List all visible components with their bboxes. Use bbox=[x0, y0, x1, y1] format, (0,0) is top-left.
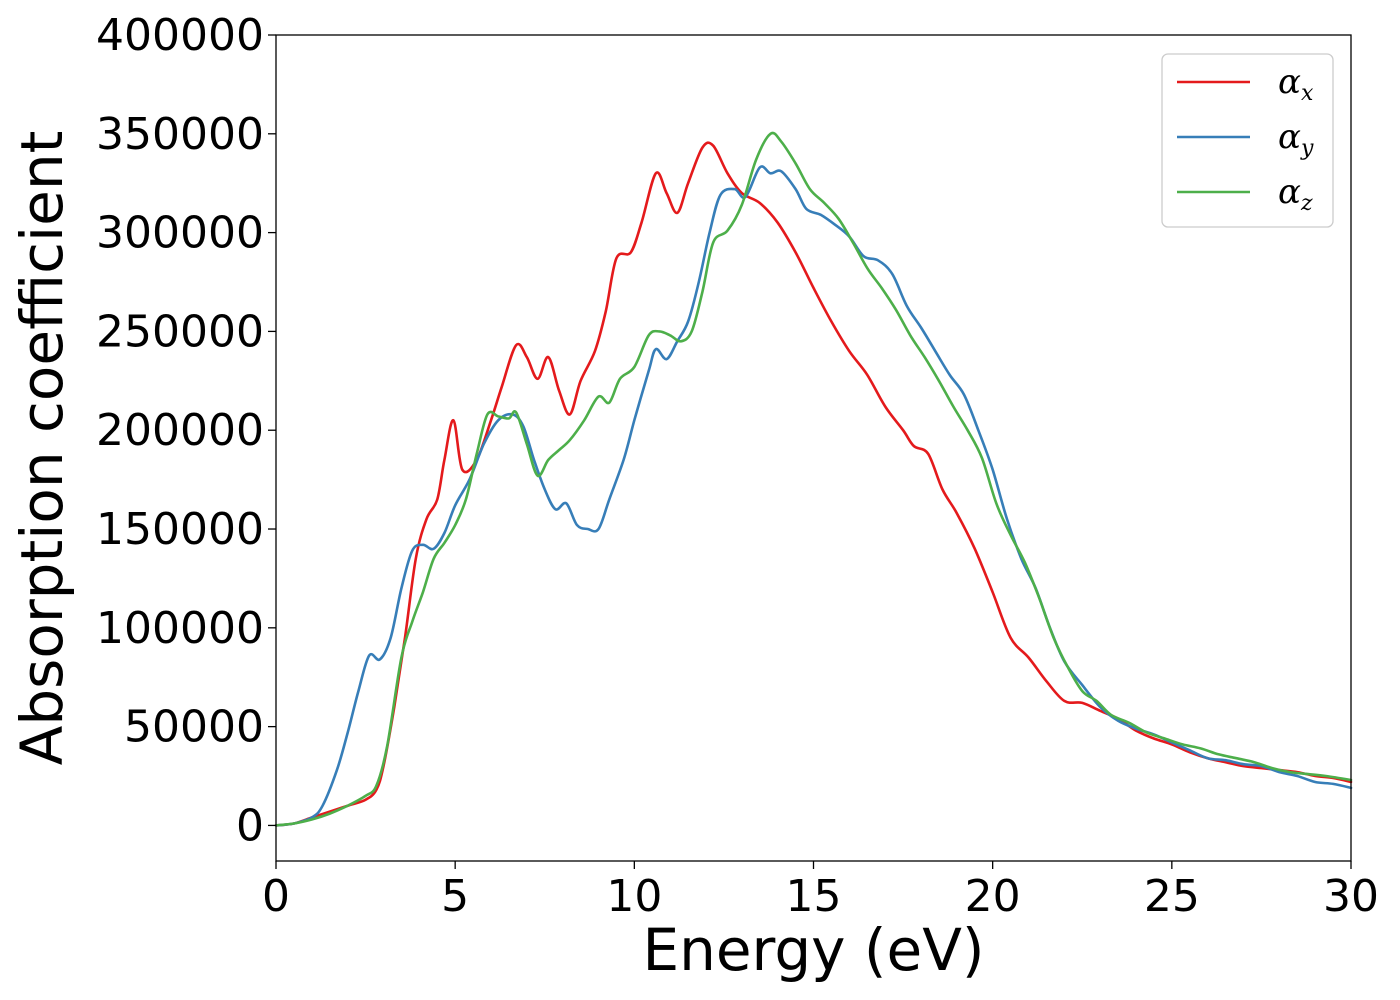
x-tick-label: 0 bbox=[262, 871, 290, 922]
legend-label-z: αz bbox=[1278, 172, 1313, 216]
y-tick-label: 0 bbox=[236, 800, 264, 851]
legend-box bbox=[1161, 53, 1334, 228]
x-tick-label: 5 bbox=[441, 871, 469, 922]
y-tick-label: 400000 bbox=[96, 10, 264, 61]
series-layer bbox=[274, 131, 1353, 827]
y-axis-title: Absorption coefficient bbox=[8, 131, 76, 766]
x-tick-label: 20 bbox=[965, 871, 1021, 922]
x-tick-label: 10 bbox=[606, 871, 662, 922]
legend-label-y: αy bbox=[1278, 117, 1314, 161]
y-tick-label: 350000 bbox=[96, 109, 264, 160]
x-tick-label: 30 bbox=[1323, 871, 1379, 922]
legend: αx αy αz bbox=[1161, 53, 1334, 228]
legend-label-x: αx bbox=[1278, 62, 1314, 106]
y-tick-label: 250000 bbox=[96, 306, 264, 357]
y-axis-ticks: 0 50000 100000 150000 200000 250000 300000 3500… bbox=[96, 10, 276, 851]
series-line-z bbox=[274, 131, 1353, 827]
x-axis-title: Energy (eV) bbox=[642, 916, 984, 984]
x-tick-label: 25 bbox=[1144, 871, 1200, 922]
y-tick-label: 300000 bbox=[96, 208, 264, 259]
series-line-y bbox=[274, 165, 1353, 827]
y-tick-label: 50000 bbox=[124, 702, 264, 753]
series-line-x bbox=[274, 141, 1353, 827]
y-tick-label: 100000 bbox=[96, 603, 264, 654]
y-tick-label: 200000 bbox=[96, 405, 264, 456]
x-axis-ticks: 0 5 10 15 20 25 30 bbox=[262, 861, 1379, 922]
x-tick-label: 15 bbox=[786, 871, 842, 922]
y-tick-label: 150000 bbox=[96, 504, 264, 555]
